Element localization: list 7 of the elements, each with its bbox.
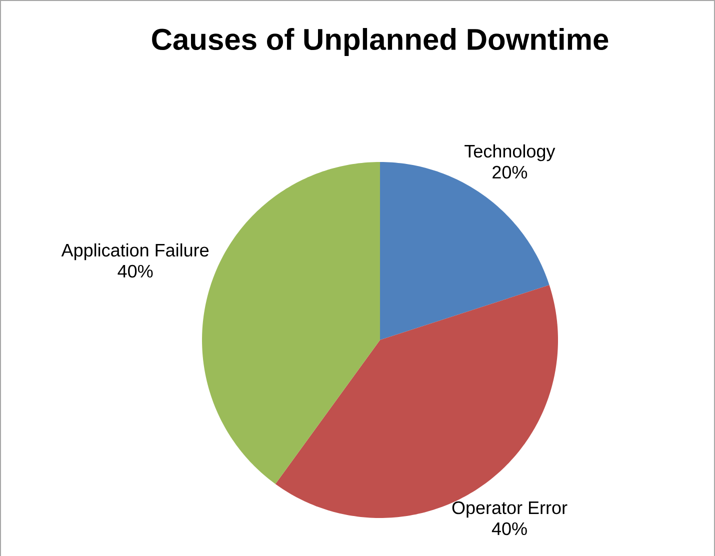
slice-label: Application Failure: [61, 243, 209, 260]
data-label: 40%: [118, 264, 153, 278]
slice-label: Operator Error: [452, 501, 568, 518]
slice-label: Technology: [464, 144, 556, 161]
chart-title: Causes of Unplanned Downtime: [152, 28, 608, 56]
data-label: 20%: [492, 166, 528, 178]
data-label: 40%: [492, 522, 527, 535]
